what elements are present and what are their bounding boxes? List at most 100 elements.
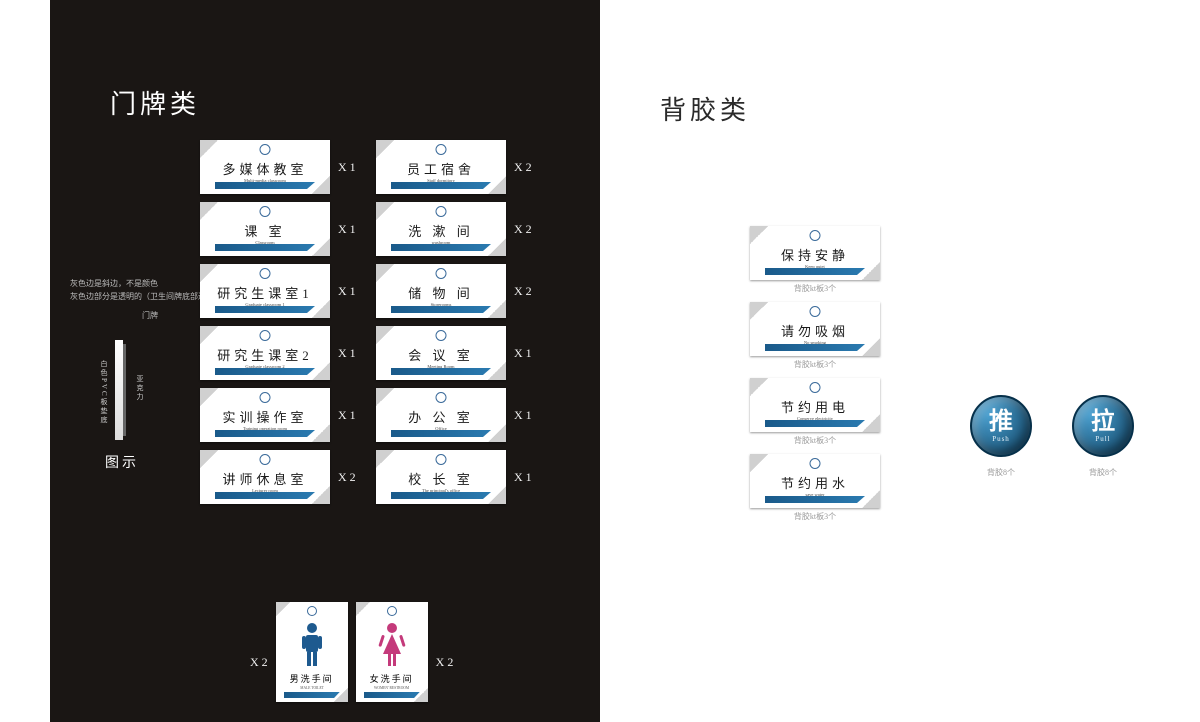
restroom-male: 男洗手间 MALE TOILET bbox=[276, 602, 348, 702]
quantity-label: X 2 bbox=[338, 470, 368, 485]
logo-icon bbox=[260, 206, 271, 217]
sticker-caption: 背胶kt板3个 bbox=[794, 435, 836, 446]
restroom-male-cn: 男洗手间 bbox=[290, 672, 334, 685]
restroom-qty-right: X 2 bbox=[436, 655, 454, 670]
plate-cn: 请勿吸烟 bbox=[750, 321, 880, 340]
logo-icon bbox=[810, 458, 821, 469]
quantity-label: X 1 bbox=[338, 408, 368, 423]
plate-cn: 会 议 室 bbox=[376, 345, 506, 364]
sticker-caption: 背胶kt板3个 bbox=[794, 359, 836, 370]
diagram-left-label: 白色PVC板垫底 bbox=[99, 360, 109, 425]
plate-cn: 保持安静 bbox=[750, 245, 880, 264]
quantity-label: X 2 bbox=[514, 160, 544, 175]
plate-bar bbox=[765, 420, 865, 427]
restroom-female-cn: 女洗手间 bbox=[370, 672, 414, 685]
door-plate: 办 公 室Office bbox=[376, 388, 506, 442]
sticker-group: 请勿吸烟No smoking 背胶kt板3个 bbox=[750, 302, 880, 376]
plate-bar bbox=[215, 244, 315, 251]
plate-bar bbox=[215, 430, 315, 437]
pull-en: Pull bbox=[1095, 435, 1110, 443]
logo-icon bbox=[260, 392, 271, 403]
logo-icon bbox=[810, 306, 821, 317]
logo-icon bbox=[260, 268, 271, 279]
plate-bar bbox=[391, 368, 491, 375]
logo-icon bbox=[810, 230, 821, 241]
restroom-qty-left: X 2 bbox=[250, 655, 268, 670]
sticker-caption: 背胶kt板3个 bbox=[794, 511, 836, 522]
logo-icon bbox=[260, 330, 271, 341]
door-plate: 校 长 室The principal's office bbox=[376, 450, 506, 504]
plate-cn: 节约用电 bbox=[750, 397, 880, 416]
door-plate: 研究生课室1Graduate classroom 1 bbox=[200, 264, 330, 318]
plate-row: 实训操作室Training operation room X 1 办 公 室Offi… bbox=[200, 388, 590, 442]
plate-cn: 多媒体教室 bbox=[200, 159, 330, 178]
plate-cn: 洗 漱 间 bbox=[376, 221, 506, 240]
plate-cn: 储 物 间 bbox=[376, 283, 506, 302]
page: 门牌类 灰色边是斜边，不是颜色 灰色边部分是透明的（卫生间牌底部边例外） 门牌 … bbox=[0, 0, 1200, 722]
sticker-plate: 请勿吸烟No smoking bbox=[750, 302, 880, 356]
plate-bar bbox=[215, 492, 315, 499]
plate-bar bbox=[215, 182, 315, 189]
plate-bar bbox=[765, 496, 865, 503]
sticker-group: 节约用电Conserve electricity 背胶kt板3个 bbox=[750, 378, 880, 452]
door-plate: 员工宿舍Staff dormitory bbox=[376, 140, 506, 194]
sticker-plate: 节约用水save water bbox=[750, 454, 880, 508]
pull-caption: 背胶8个 bbox=[1089, 467, 1117, 478]
diagram: 白色PVC板垫底 亚克力 图示 bbox=[95, 340, 155, 475]
push-caption: 背胶8个 bbox=[987, 467, 1015, 478]
quantity-label: X 1 bbox=[514, 346, 544, 361]
quantity-label: X 2 bbox=[514, 222, 544, 237]
plate-row: 多媒体教室Multi-media classroomX 1员工宿舍Staff d… bbox=[200, 140, 590, 194]
plate-cn: 研究生课室2 bbox=[200, 345, 330, 364]
door-plate: 会 议 室Meeting Room bbox=[376, 326, 506, 380]
quantity-label: X 1 bbox=[514, 470, 544, 485]
logo-icon bbox=[436, 330, 447, 341]
plate-row: 讲师休息室Lecturer room X 2 校 长 室The principal'… bbox=[200, 450, 590, 504]
female-icon bbox=[378, 622, 406, 668]
pull-group: 拉 Pull 背胶8个 bbox=[1072, 395, 1134, 478]
plate-row: 课 室ClassroomX 1洗 漱 间washroomX 2 bbox=[200, 202, 590, 256]
door-plate: 洗 漱 间washroom bbox=[376, 202, 506, 256]
left-panel: 门牌类 灰色边是斜边，不是颜色 灰色边部分是透明的（卫生间牌底部边例外） 门牌 … bbox=[50, 0, 600, 722]
diagram-right-label: 亚克力 bbox=[135, 375, 145, 402]
plate-bar bbox=[391, 492, 491, 499]
left-title: 门牌类 bbox=[110, 84, 200, 121]
logo-icon bbox=[436, 454, 447, 465]
right-title: 背胶类 bbox=[660, 90, 750, 127]
logo-icon bbox=[436, 144, 447, 155]
push-disc: 推 Push bbox=[970, 395, 1032, 457]
logo-icon bbox=[387, 606, 397, 616]
sticker-group: 节约用水save water 背胶kt板3个 bbox=[750, 454, 880, 528]
door-plate: 讲师休息室Lecturer room bbox=[200, 450, 330, 504]
plate-bar bbox=[215, 368, 315, 375]
quantity-label: X 1 bbox=[338, 160, 368, 175]
restroom-female-en: WOMEN' RESTROOM bbox=[374, 685, 409, 690]
plate-bar bbox=[391, 182, 491, 189]
plate-bar bbox=[391, 430, 491, 437]
door-plate: 实训操作室Training operation room bbox=[200, 388, 330, 442]
quantity-label: X 1 bbox=[338, 284, 368, 299]
sticker-plate: 节约用电Conserve electricity bbox=[750, 378, 880, 432]
logo-icon bbox=[436, 268, 447, 279]
pull-disc: 拉 Pull bbox=[1072, 395, 1134, 457]
restroom-male-en: MALE TOILET bbox=[300, 685, 324, 690]
plate-bar bbox=[215, 306, 315, 313]
logo-icon bbox=[260, 144, 271, 155]
door-plate: 储 物 间Storerooms bbox=[376, 264, 506, 318]
push-cn: 推 bbox=[989, 410, 1013, 434]
push-en: Push bbox=[992, 435, 1010, 443]
male-icon bbox=[299, 622, 325, 668]
restroom-row: X 2 男洗手间 MALE TOILET bbox=[250, 602, 453, 702]
plate-cn: 讲师休息室 bbox=[200, 469, 330, 488]
plate-cn: 校 长 室 bbox=[376, 469, 506, 488]
plate-row: 研究生课室1Graduate classroom 1 X 1 储 物 间Storer… bbox=[200, 264, 590, 318]
plate-bar bbox=[284, 692, 340, 698]
quantity-label: X 2 bbox=[514, 284, 544, 299]
restroom-female: 女洗手间 WOMEN' RESTROOM bbox=[356, 602, 428, 702]
door-plate: 课 室Classroom bbox=[200, 202, 330, 256]
sticker-caption: 背胶kt板3个 bbox=[794, 283, 836, 294]
diagram-bar bbox=[115, 340, 123, 440]
plate-cn: 课 室 bbox=[200, 221, 330, 240]
plate-bar bbox=[364, 692, 420, 698]
plate-cn: 研究生课室1 bbox=[200, 283, 330, 302]
